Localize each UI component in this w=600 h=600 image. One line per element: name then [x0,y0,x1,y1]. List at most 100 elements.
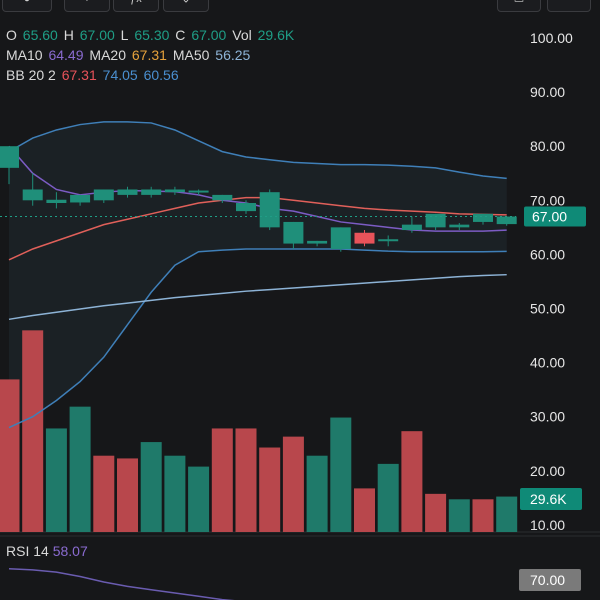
volume-tag-label: 29.6K [530,491,567,507]
low-value: 65.30 [134,27,170,43]
volume-bar [401,431,423,532]
volume-value: 29.6K [257,27,295,43]
rsi-level-tag [519,569,581,591]
ma20-line [8,196,507,261]
candle-body [378,239,399,242]
bb-lower-line [8,248,507,429]
candle-body [141,189,162,195]
candle-body [0,146,19,168]
plus-icon: + [84,0,90,5]
price-tick-label: 80.00 [530,138,565,154]
volume-bar [211,428,233,532]
price-tick-label: 30.00 [530,409,565,425]
volume-bar [164,455,186,532]
toolbar-button[interactable]: ⋯ [547,0,591,12]
volume-bar [93,455,115,532]
candle-body [449,224,470,228]
ma-legend: MA10 64.49 MA20 67.31 MA50 56.25 [6,47,252,63]
candle-body [188,190,209,193]
last-price-tag [524,206,586,227]
volume-bar [472,499,494,532]
volume-bar [45,428,67,532]
high-label: H [63,27,74,43]
close-value: 67.00 [191,27,227,43]
volume-label: Vol [232,27,252,43]
candle-body [22,189,43,201]
candle-body [496,216,517,225]
candle-body [473,213,493,222]
volume-tag [520,488,582,510]
ma50-line [8,273,507,321]
rsi-label: RSI 14 [6,543,49,559]
ma10-value: 64.49 [48,47,84,63]
candle-body [46,199,67,204]
volume-bar [188,466,210,532]
candle-body [307,240,328,244]
price-tick-label: 70.00 [530,192,565,208]
rsi-value: 58.07 [52,543,88,559]
last-price-tag-label: 67.00 [532,209,567,225]
candle-body [93,189,114,201]
layout-icon: ▭ [514,0,524,6]
ma10-label: MA10 [6,47,43,63]
volume-bar [496,496,518,532]
candle-body [425,213,446,228]
volume-bar [377,463,399,532]
candle-body [283,221,304,244]
candle-body [330,227,351,249]
toolbar-button[interactable]: ▭ [497,0,541,12]
price-tick-label: 10.00 [530,517,565,533]
volume-bar [448,499,470,532]
high-value: 67.00 [79,27,115,43]
price-tick-label: 20.00 [530,463,565,479]
ma50-value: 56.25 [215,47,251,63]
bb-mid-value: 67.31 [61,67,97,83]
volume-bar [330,417,352,532]
ma20-label: MA20 [89,47,126,63]
rsi-legend: RSI 14 58.07 [6,543,88,559]
price-tick-label: 90.00 [530,84,565,100]
rsi-level-tag-label: 70.00 [530,572,565,588]
price-tick-label: 40.00 [530,355,565,371]
volume-bar [259,447,281,532]
volume-bar [0,379,20,532]
close-label: C [175,27,186,43]
bb-upper-line [8,121,507,180]
volume-bar [425,493,447,532]
candle-body [117,189,138,195]
toolbar-button[interactable]: ⌄ [163,0,209,12]
candle-body [164,189,185,193]
candle-body [212,194,233,201]
price-tick-label: 60.00 [530,246,565,262]
toolbar-button[interactable]: ● [2,0,52,12]
volume-bar [354,488,375,532]
ma20-value: 67.31 [131,47,167,63]
volume-bar [140,442,162,532]
low-label: L [120,27,129,43]
open-label: O [6,27,17,43]
toolbar-button[interactable]: ƒx [113,0,159,12]
volume-bar [282,436,304,532]
fx-icon: ƒx [130,0,142,5]
circle-icon: ● [24,0,31,5]
ohlc-legend: O 65.60 H 67.00 L 65.30 C 67.00 Vol 29.6… [6,27,296,43]
price-tick-label: 50.00 [530,301,565,317]
candle-body [401,224,422,231]
more-icon: ⋯ [564,0,575,6]
bb-upper-value: 74.05 [102,67,138,83]
bb-legend: BB 20 2 67.31 74.05 60.56 [6,67,181,83]
candle-body [354,232,375,244]
open-value: 65.60 [22,27,58,43]
bb-lower-value: 60.56 [143,67,179,83]
rsi-line [8,568,235,600]
bb-label: BB 20 2 [6,67,56,83]
candle-body [259,192,280,228]
price-tick-label: 100.00 [530,30,573,46]
chevron-icon: ⌄ [181,0,190,6]
candle-body [70,194,91,203]
volume-bar [69,406,91,532]
toolbar-button[interactable]: + [64,0,110,12]
volume-bar [117,458,138,532]
ma10-line [8,145,507,232]
